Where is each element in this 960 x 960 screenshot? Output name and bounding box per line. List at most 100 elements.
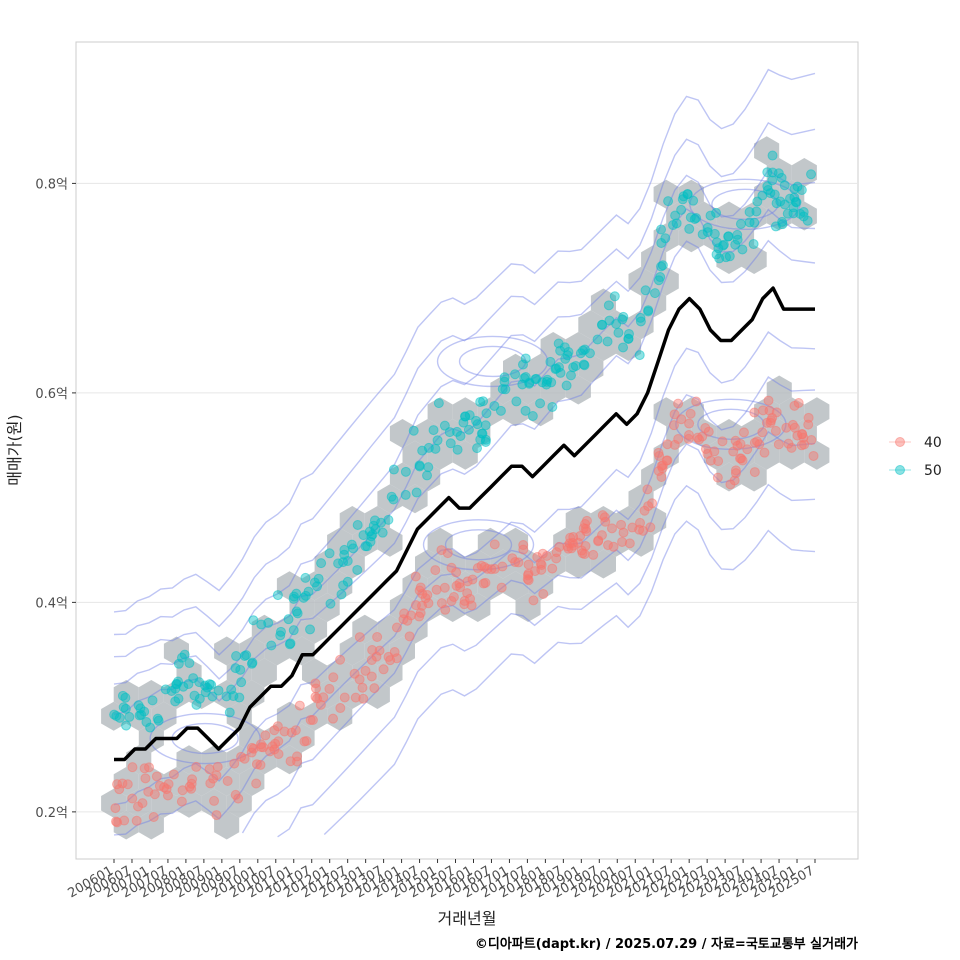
- point-40: [229, 758, 240, 769]
- point-50: [777, 219, 788, 230]
- point-40: [638, 525, 649, 536]
- point-50: [579, 344, 590, 355]
- point-40: [606, 523, 617, 534]
- hexbin: [364, 636, 390, 666]
- point-40: [144, 762, 155, 773]
- point-40: [781, 422, 792, 433]
- point-50: [377, 527, 388, 538]
- point-50: [120, 703, 131, 714]
- hexbin: [289, 636, 315, 666]
- point-40: [127, 762, 138, 773]
- legend-key-point: [895, 465, 905, 475]
- point-50: [555, 367, 566, 378]
- point-50: [121, 720, 132, 731]
- point-40: [328, 672, 339, 683]
- point-40: [251, 778, 262, 789]
- point-50: [634, 350, 645, 361]
- hexbin: [741, 419, 767, 448]
- point-40: [713, 456, 724, 467]
- point-40: [749, 467, 760, 478]
- point-40: [339, 692, 350, 703]
- point-50: [176, 652, 187, 663]
- point-40: [472, 563, 483, 574]
- point-50: [191, 699, 202, 710]
- hexbin: [628, 527, 654, 557]
- point-50: [312, 581, 323, 592]
- point-40: [212, 761, 223, 772]
- point-40: [642, 484, 653, 495]
- point-50: [623, 333, 634, 344]
- point-40: [676, 414, 687, 425]
- hexbin: [578, 310, 604, 340]
- point-40: [759, 447, 770, 458]
- legend-label: 40: [924, 435, 942, 451]
- point-50: [520, 353, 531, 364]
- y-tick-label: 0.8억: [35, 177, 68, 192]
- hex-bins: [101, 136, 830, 840]
- point-40: [661, 455, 672, 466]
- hexbin: [452, 440, 478, 470]
- hexbin: [327, 658, 353, 688]
- hexbin: [565, 549, 591, 579]
- point-40: [305, 714, 316, 725]
- point-50: [336, 589, 347, 600]
- point-40: [335, 654, 346, 665]
- point-50: [444, 427, 455, 438]
- point-50: [411, 487, 422, 498]
- point-50: [432, 435, 443, 446]
- y-axis: 0.2억 0.4억 0.6억 0.8억: [35, 177, 76, 821]
- trend-line: [114, 286, 815, 762]
- hexbin: [465, 593, 491, 622]
- point-50: [423, 462, 434, 473]
- point-40: [770, 425, 781, 436]
- point-40: [669, 439, 680, 450]
- point-40: [541, 550, 552, 561]
- point-40: [489, 539, 500, 550]
- point-40: [301, 736, 312, 747]
- point-50: [368, 520, 379, 531]
- point-50: [338, 557, 349, 568]
- point-40: [803, 419, 814, 430]
- point-50: [705, 210, 716, 221]
- point-40: [357, 682, 368, 693]
- point-40: [662, 439, 673, 450]
- point-40: [398, 614, 409, 625]
- hexbin: [440, 593, 466, 622]
- point-40: [712, 472, 723, 483]
- legend-label: 50: [924, 463, 942, 479]
- point-50: [602, 336, 613, 347]
- hexbin: [389, 462, 415, 492]
- trend-path: [114, 286, 815, 762]
- point-40: [176, 796, 187, 807]
- point-50: [228, 691, 239, 702]
- point-40: [700, 444, 711, 455]
- point-50: [691, 212, 702, 223]
- point-50: [737, 244, 748, 255]
- hexbin: [339, 506, 365, 535]
- point-40: [738, 427, 749, 438]
- point-40: [260, 730, 271, 741]
- point-50: [325, 598, 336, 609]
- hexbin: [264, 636, 290, 666]
- point-40: [808, 450, 819, 461]
- point-50: [767, 167, 778, 178]
- point-40: [547, 563, 558, 574]
- point-50: [684, 223, 695, 234]
- point-40: [430, 565, 441, 576]
- point-50: [791, 197, 802, 208]
- point-50: [653, 275, 664, 286]
- point-40: [310, 691, 321, 702]
- hexbin: [415, 419, 441, 448]
- point-40: [616, 519, 627, 530]
- hexbin: [641, 245, 667, 274]
- hexbin: [302, 658, 328, 688]
- point-50: [338, 580, 349, 591]
- hexbin: [289, 593, 315, 622]
- point-50: [147, 695, 158, 706]
- y-tick-label: 0.4억: [35, 596, 68, 611]
- point-50: [352, 564, 363, 575]
- hexbin: [377, 484, 403, 514]
- point-40: [127, 793, 138, 804]
- point-50: [362, 541, 373, 552]
- point-40: [691, 396, 702, 407]
